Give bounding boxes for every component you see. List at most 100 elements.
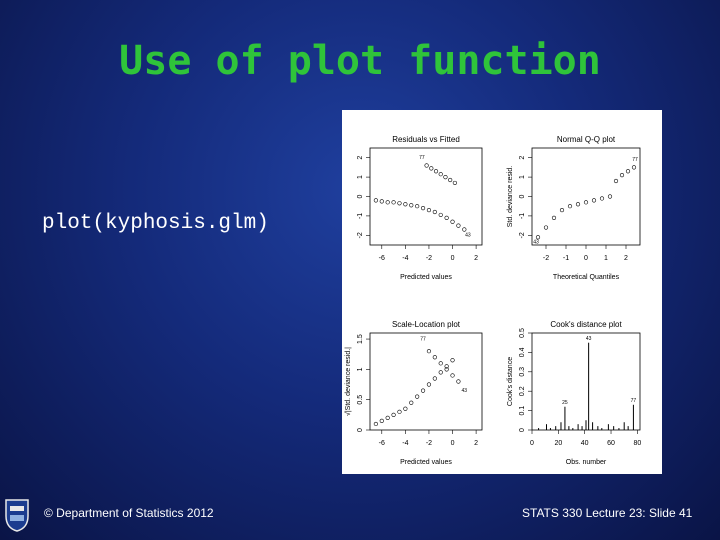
- data-point: [433, 169, 439, 174]
- data-point: [551, 215, 557, 220]
- y-tick-label: 0.1: [519, 406, 526, 416]
- data-point: [438, 212, 443, 218]
- data-point: [420, 206, 426, 211]
- data-point: [397, 409, 402, 414]
- data-point: [462, 227, 467, 232]
- panel-title: Residuals vs Fitted: [392, 135, 460, 144]
- data-point: [607, 194, 613, 199]
- y-axis-label: Cook's distance: [507, 357, 514, 406]
- x-axis-label: Obs. number: [566, 459, 607, 466]
- data-point: [438, 370, 443, 375]
- x-tick-label: 0: [451, 440, 455, 447]
- x-tick-label: 40: [581, 440, 589, 447]
- y-tick-label: 1: [357, 175, 364, 179]
- data-point: [450, 358, 455, 363]
- x-tick-label: -4: [402, 440, 408, 447]
- data-point: [409, 400, 414, 405]
- data-point: [456, 379, 461, 384]
- plot-frame: [369, 332, 483, 431]
- data-point: [543, 225, 549, 230]
- y-tick-label: 2: [519, 156, 526, 160]
- y-axis-label: √|Std. deviance resid.|: [344, 347, 352, 416]
- data-point: [452, 180, 457, 186]
- point-label: 43: [462, 388, 468, 394]
- x-tick-label: -1: [563, 255, 569, 262]
- point-label: 43: [586, 336, 592, 342]
- x-tick-label: 0: [451, 255, 455, 262]
- data-point: [426, 349, 432, 354]
- data-point: [432, 209, 437, 215]
- y-tick-label: -1: [519, 213, 526, 219]
- figure-background: [342, 110, 662, 474]
- data-point: [591, 198, 597, 203]
- data-point: [450, 219, 455, 224]
- panel-title: Cook's distance plot: [550, 320, 622, 329]
- y-tick-label: 0.3: [519, 367, 526, 377]
- data-point: [443, 174, 448, 180]
- data-point: [438, 172, 443, 177]
- y-tick-label: 0: [519, 194, 526, 198]
- footer-right: STATS 330 Lecture 23: Slide 41: [522, 506, 693, 520]
- x-tick-label: 60: [607, 440, 615, 447]
- data-point: [535, 235, 541, 240]
- y-tick-label: 0: [357, 428, 364, 432]
- point-label: 43: [533, 239, 539, 245]
- data-point: [420, 388, 426, 393]
- data-point: [426, 382, 432, 387]
- point-label: 77: [632, 157, 638, 163]
- x-axis-label: Predicted values: [400, 274, 452, 281]
- y-tick-label: 1: [519, 175, 526, 179]
- diagnostic-figure: Residuals vs Fitted Predicted values -6 -4 -…: [342, 110, 662, 474]
- y-tick-label: 0.5: [357, 395, 364, 405]
- y-tick-label: 0: [519, 428, 526, 432]
- x-tick-label: -2: [426, 255, 432, 262]
- data-point: [448, 177, 453, 183]
- y-axis-label: Std. deviance resid.: [507, 166, 514, 228]
- data-point: [625, 169, 631, 174]
- data-point: [613, 178, 619, 184]
- point-label: 43: [465, 233, 471, 239]
- data-point: [403, 202, 408, 207]
- x-tick-label: 2: [474, 440, 478, 447]
- data-point: [403, 406, 408, 411]
- point-label: 77: [419, 155, 425, 161]
- y-tick-label: -2: [519, 232, 526, 238]
- data-point: [559, 207, 565, 213]
- y-tick-label: -1: [357, 213, 364, 219]
- data-point: [424, 163, 429, 168]
- x-tick-label: -2: [543, 255, 549, 262]
- point-label: 77: [631, 398, 637, 404]
- x-axis-label: Predicted values: [400, 459, 452, 466]
- panel-title: Scale-Location plot: [392, 320, 461, 329]
- x-tick-label: 0: [530, 440, 534, 447]
- x-axis-label: Theoretical Quantiles: [553, 274, 620, 281]
- data-point: [599, 196, 605, 201]
- data-point: [444, 215, 449, 220]
- logo: [5, 499, 29, 532]
- data-point: [432, 376, 437, 381]
- data-point: [432, 355, 437, 360]
- data-point: [583, 200, 589, 205]
- panel-title: Normal Q-Q plot: [557, 135, 616, 144]
- data-point: [631, 165, 637, 170]
- y-tick-label: 0.2: [519, 386, 526, 396]
- data-point: [373, 421, 378, 427]
- x-tick-label: 20: [554, 440, 562, 447]
- point-label: 25: [562, 400, 568, 406]
- y-tick-label: 0.4: [519, 347, 526, 357]
- x-tick-label: -6: [379, 440, 385, 447]
- data-point: [373, 198, 378, 203]
- x-tick-label: 1: [604, 255, 608, 262]
- x-tick-label: 2: [624, 255, 628, 262]
- footer-left: © Department of Statistics 2012: [44, 506, 214, 520]
- data-point: [438, 361, 443, 366]
- data-point: [379, 418, 384, 424]
- data-point: [444, 367, 449, 372]
- data-point: [379, 199, 384, 204]
- y-tick-label: 0: [357, 194, 364, 198]
- data-point: [619, 173, 625, 178]
- data-point: [575, 202, 581, 207]
- data-point: [450, 373, 455, 378]
- x-tick-label: 2: [474, 255, 478, 262]
- x-tick-label: 0: [584, 255, 588, 262]
